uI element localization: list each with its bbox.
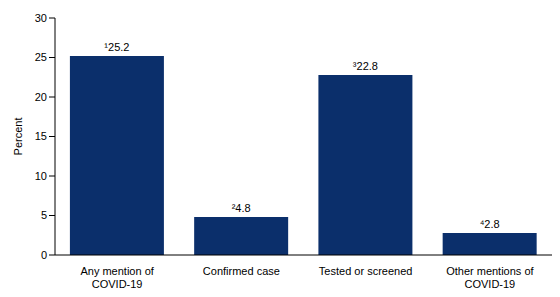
svg-text:15: 15 [35, 130, 47, 142]
svg-text:Tested or screened: Tested or screened [319, 265, 413, 277]
svg-text:³22.8: ³22.8 [353, 60, 378, 72]
svg-text:Confirmed case: Confirmed case [203, 265, 280, 277]
svg-text:Other mentions ofCOVID-19: Other mentions ofCOVID-19 [446, 265, 534, 289]
svg-text:¹25.2: ¹25.2 [104, 41, 129, 53]
svg-text:Any mention ofCOVID-19: Any mention ofCOVID-19 [80, 265, 154, 289]
svg-text:0: 0 [41, 249, 47, 261]
svg-text:25: 25 [35, 51, 47, 63]
svg-text:30: 30 [35, 12, 47, 24]
svg-text:⁴2.8: ⁴2.8 [480, 218, 500, 230]
svg-text:10: 10 [35, 170, 47, 182]
svg-text:Percent: Percent [12, 118, 24, 156]
svg-text:²4.8: ²4.8 [232, 202, 251, 214]
svg-text:5: 5 [41, 209, 47, 221]
svg-text:20: 20 [35, 91, 47, 103]
